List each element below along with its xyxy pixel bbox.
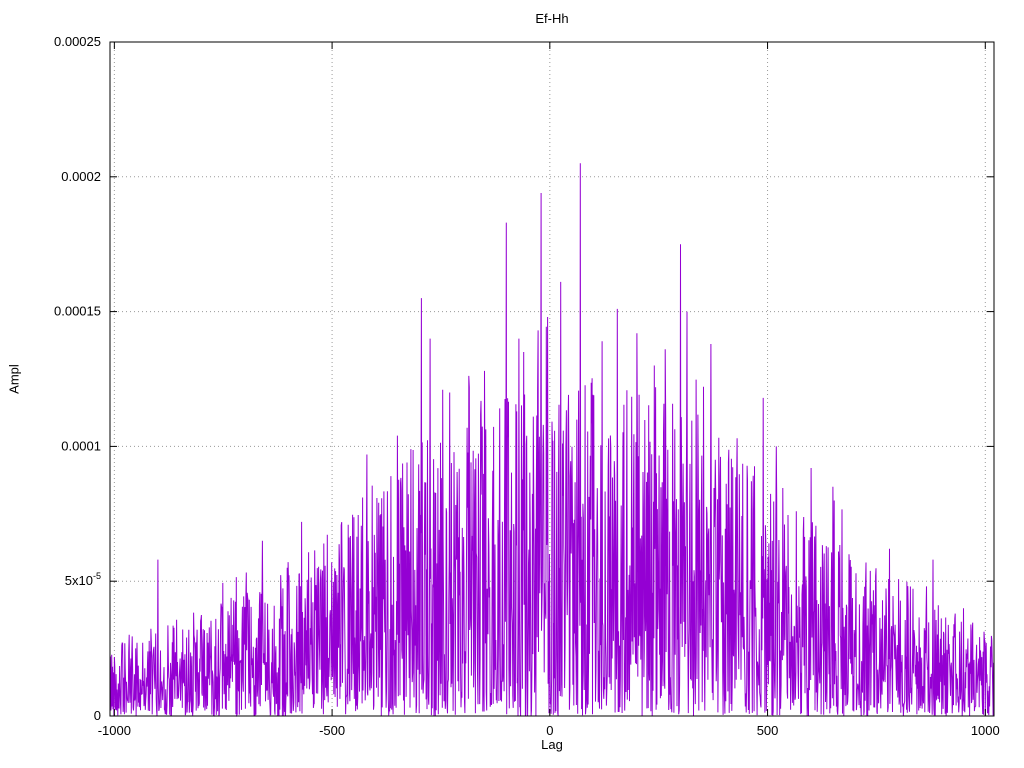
svg-text:0.00025: 0.00025	[54, 34, 101, 49]
svg-text:5x10-5: 5x10-5	[65, 571, 101, 588]
tick-marks	[110, 41, 994, 717]
svg-text:0.00015: 0.00015	[54, 304, 101, 319]
data-series	[109, 163, 995, 718]
x-axis-label: Lag	[541, 737, 563, 752]
svg-text:0.0001: 0.0001	[61, 438, 101, 453]
svg-text:0: 0	[94, 708, 101, 723]
chart-title: Ef-Hh	[535, 11, 569, 26]
svg-text:0: 0	[546, 723, 553, 738]
svg-text:500: 500	[757, 723, 779, 738]
svg-text:1000: 1000	[971, 723, 1000, 738]
tick-labels: -1000 -500 0 500 1000 0 5x10-5 0.0001 0.00015 0.0…	[54, 34, 1000, 738]
plot-border	[109, 41, 995, 717]
svg-text:-1000: -1000	[98, 723, 131, 738]
svg-text:0.0002: 0.0002	[61, 169, 101, 184]
y-axis-label: Ampl	[6, 364, 22, 394]
svg-text:-500: -500	[319, 723, 345, 738]
